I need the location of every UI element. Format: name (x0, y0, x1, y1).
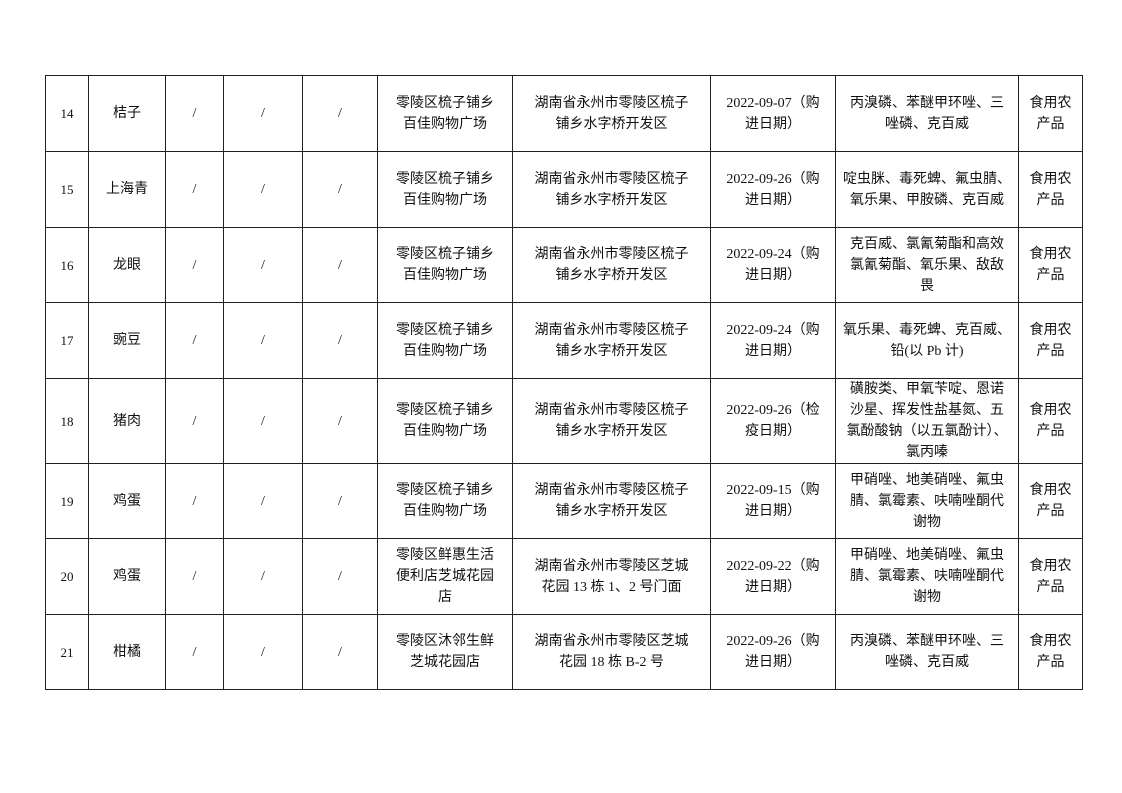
blank-cell-2: / (223, 75, 303, 152)
table-row: 18 猪肉 / / / 零陵区梳子铺乡 百佳购物广场 湖南省永州市零陵区梳子 铺乡水字桥开发… (45, 378, 1083, 464)
blank-cell-1: / (165, 227, 224, 303)
blank-cell-1: / (165, 463, 224, 539)
serial-number-cell: 21 (45, 614, 89, 690)
serial-number-cell: 19 (45, 463, 89, 539)
test-items-cell: 丙溴磷、苯醚甲环唑、三 唑磷、克百威 (835, 75, 1019, 152)
product-name-cell: 鸡蛋 (88, 538, 166, 615)
blank-cell-1: / (165, 302, 224, 379)
unit-address-cell: 湖南省永州市零陵区芝城 花园 13 栋 1、2 号门面 (512, 538, 711, 615)
test-items-cell: 甲硝唑、地美硝唑、氟虫 腈、氯霉素、呋喃唑酮代 谢物 (835, 463, 1019, 539)
product-name-cell: 桔子 (88, 75, 166, 152)
test-items-cell: 甲硝唑、地美硝唑、氟虫 腈、氯霉素、呋喃唑酮代 谢物 (835, 538, 1019, 615)
sampled-unit-cell: 零陵区梳子铺乡 百佳购物广场 (377, 75, 513, 152)
date-cell: 2022-09-24（购 进日期） (710, 227, 836, 303)
category-cell: 食用农 产品 (1018, 227, 1083, 303)
blank-cell-2: / (223, 227, 303, 303)
date-cell: 2022-09-15（购 进日期） (710, 463, 836, 539)
blank-cell-2: / (223, 463, 303, 539)
blank-cell-1: / (165, 378, 224, 464)
category-cell: 食用农 产品 (1018, 75, 1083, 152)
blank-cell-1: / (165, 151, 224, 228)
sampled-unit-cell: 零陵区梳子铺乡 百佳购物广场 (377, 463, 513, 539)
unit-address-cell: 湖南省永州市零陵区梳子 铺乡水字桥开发区 (512, 151, 711, 228)
unit-address-cell: 湖南省永州市零陵区芝城 花园 18 栋 B-2 号 (512, 614, 711, 690)
blank-cell-3: / (302, 614, 378, 690)
date-cell: 2022-09-07（购 进日期） (710, 75, 836, 152)
blank-cell-2: / (223, 538, 303, 615)
product-name-cell: 猪肉 (88, 378, 166, 464)
blank-cell-3: / (302, 151, 378, 228)
serial-number-cell: 17 (45, 302, 89, 379)
unit-address-cell: 湖南省永州市零陵区梳子 铺乡水字桥开发区 (512, 302, 711, 379)
date-cell: 2022-09-22（购 进日期） (710, 538, 836, 615)
blank-cell-1: / (165, 538, 224, 615)
serial-number-cell: 16 (45, 227, 89, 303)
serial-number-cell: 14 (45, 75, 89, 152)
serial-number-cell: 20 (45, 538, 89, 615)
date-cell: 2022-09-26（购 进日期） (710, 151, 836, 228)
blank-cell-2: / (223, 302, 303, 379)
test-items-cell: 克百威、氯氰菊酯和高效 氯氰菊酯、氧乐果、敌敌 畏 (835, 227, 1019, 303)
product-name-cell: 鸡蛋 (88, 463, 166, 539)
category-cell: 食用农 产品 (1018, 302, 1083, 379)
sampled-unit-cell: 零陵区沐邻生鲜 芝城花园店 (377, 614, 513, 690)
table-row: 16 龙眼 / / / 零陵区梳子铺乡 百佳购物广场 湖南省永州市零陵区梳子 铺乡水字桥开发… (45, 227, 1083, 303)
blank-cell-3: / (302, 227, 378, 303)
test-items-cell: 磺胺类、甲氧苄啶、恩诺 沙星、挥发性盐基氮、五 氯酚酸钠（以五氯酚计）、 氯丙嗪 (835, 378, 1019, 464)
table-row: 19 鸡蛋 / / / 零陵区梳子铺乡 百佳购物广场 湖南省永州市零陵区梳子 铺乡水字桥开发… (45, 463, 1083, 539)
product-name-cell: 上海青 (88, 151, 166, 228)
blank-cell-3: / (302, 538, 378, 615)
unit-address-cell: 湖南省永州市零陵区梳子 铺乡水字桥开发区 (512, 463, 711, 539)
sampled-unit-cell: 零陵区鲜惠生活 便利店芝城花园 店 (377, 538, 513, 615)
blank-cell-3: / (302, 378, 378, 464)
date-cell: 2022-09-24（购 进日期） (710, 302, 836, 379)
date-cell: 2022-09-26（检 疫日期） (710, 378, 836, 464)
blank-cell-3: / (302, 75, 378, 152)
blank-cell-2: / (223, 378, 303, 464)
product-name-cell: 龙眼 (88, 227, 166, 303)
table-row: 17 豌豆 / / / 零陵区梳子铺乡 百佳购物广场 湖南省永州市零陵区梳子 铺乡水字桥开发… (45, 302, 1083, 379)
blank-cell-2: / (223, 151, 303, 228)
serial-number-cell: 15 (45, 151, 89, 228)
test-items-cell: 丙溴磷、苯醚甲环唑、三 唑磷、克百威 (835, 614, 1019, 690)
product-name-cell: 柑橘 (88, 614, 166, 690)
blank-cell-2: / (223, 614, 303, 690)
category-cell: 食用农 产品 (1018, 463, 1083, 539)
blank-cell-3: / (302, 463, 378, 539)
category-cell: 食用农 产品 (1018, 614, 1083, 690)
table-row: 14 桔子 / / / 零陵区梳子铺乡 百佳购物广场 湖南省永州市零陵区梳子 铺乡水字桥开发… (45, 75, 1083, 152)
sampled-unit-cell: 零陵区梳子铺乡 百佳购物广场 (377, 227, 513, 303)
blank-cell-1: / (165, 614, 224, 690)
blank-cell-3: / (302, 302, 378, 379)
sampling-results-table: 14 桔子 / / / 零陵区梳子铺乡 百佳购物广场 湖南省永州市零陵区梳子 铺乡水字桥开发… (45, 75, 1083, 690)
category-cell: 食用农 产品 (1018, 151, 1083, 228)
unit-address-cell: 湖南省永州市零陵区梳子 铺乡水字桥开发区 (512, 75, 711, 152)
table-row: 21 柑橘 / / / 零陵区沐邻生鲜 芝城花园店 湖南省永州市零陵区芝城 花园 18 栋 … (45, 614, 1083, 690)
serial-number-cell: 18 (45, 378, 89, 464)
sampled-unit-cell: 零陵区梳子铺乡 百佳购物广场 (377, 302, 513, 379)
date-cell: 2022-09-26（购 进日期） (710, 614, 836, 690)
table-row: 15 上海青 / / / 零陵区梳子铺乡 百佳购物广场 湖南省永州市零陵区梳子 铺乡水字桥开… (45, 151, 1083, 228)
test-items-cell: 啶虫脒、毒死蜱、氟虫腈、 氧乐果、甲胺磷、克百威 (835, 151, 1019, 228)
category-cell: 食用农 产品 (1018, 538, 1083, 615)
category-cell: 食用农 产品 (1018, 378, 1083, 464)
table-row: 20 鸡蛋 / / / 零陵区鲜惠生活 便利店芝城花园 店湖南省永州市零陵区芝城 花园 1… (45, 538, 1083, 615)
test-items-cell: 氧乐果、毒死蜱、克百威、 铅(以 Pb 计) (835, 302, 1019, 379)
sampled-unit-cell: 零陵区梳子铺乡 百佳购物广场 (377, 378, 513, 464)
sampled-unit-cell: 零陵区梳子铺乡 百佳购物广场 (377, 151, 513, 228)
unit-address-cell: 湖南省永州市零陵区梳子 铺乡水字桥开发区 (512, 227, 711, 303)
product-name-cell: 豌豆 (88, 302, 166, 379)
blank-cell-1: / (165, 75, 224, 152)
unit-address-cell: 湖南省永州市零陵区梳子 铺乡水字桥开发区 (512, 378, 711, 464)
